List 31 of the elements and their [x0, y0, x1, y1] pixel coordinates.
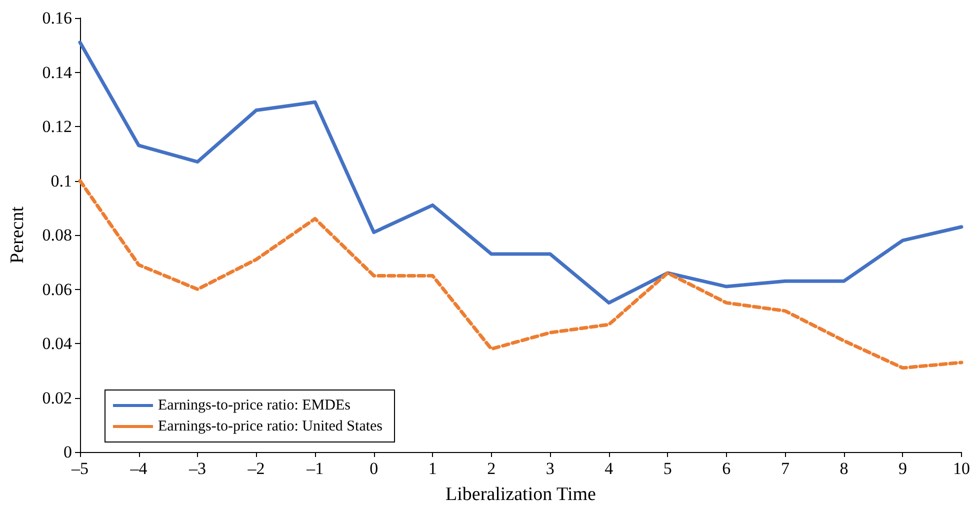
x-tick-label: –4	[129, 459, 148, 478]
y-tick-label: 0.04	[42, 334, 72, 353]
y-tick-label: 0.06	[42, 280, 72, 299]
x-tick-label: 1	[428, 459, 437, 478]
x-tick-label: –1	[306, 459, 324, 478]
line-series	[78, 40, 964, 305]
x-tick-label: 5	[663, 459, 672, 478]
x-tick-label: 0	[370, 459, 378, 478]
legend-label: Earnings-to-price ratio: United States	[158, 418, 383, 434]
line-series	[78, 179, 964, 370]
legend-label: Earnings-to-price ratio: EMDEs	[158, 398, 351, 414]
y-tick-label: 0.14	[42, 62, 72, 82]
x-tick-label: 4	[604, 459, 614, 478]
y-tick-label: 0.12	[42, 117, 72, 136]
x-tick-label: 2	[487, 459, 496, 478]
y-tick-label: 0.08	[42, 226, 72, 244]
x-tick-label: 10	[953, 459, 970, 478]
x-axis-title: Liberalization Time	[446, 484, 596, 505]
x-tick-label: –5	[70, 459, 88, 478]
x-tick-label: –2	[246, 459, 265, 478]
y-tick-label: 0.16	[42, 8, 72, 28]
y-axis-title: Perecnt	[7, 206, 28, 264]
y-tick-label: 0.1	[50, 171, 72, 190]
x-tick-label: –3	[188, 459, 206, 478]
y-tick-label: 0	[64, 442, 72, 462]
x-tick-label: 7	[780, 459, 790, 478]
x-tick-label: 8	[840, 459, 848, 478]
y-tick-label: 0.02	[42, 388, 72, 408]
x-tick-label: 9	[898, 459, 907, 478]
x-tick-label: 6	[722, 459, 731, 478]
x-tick-label: 3	[546, 459, 554, 478]
